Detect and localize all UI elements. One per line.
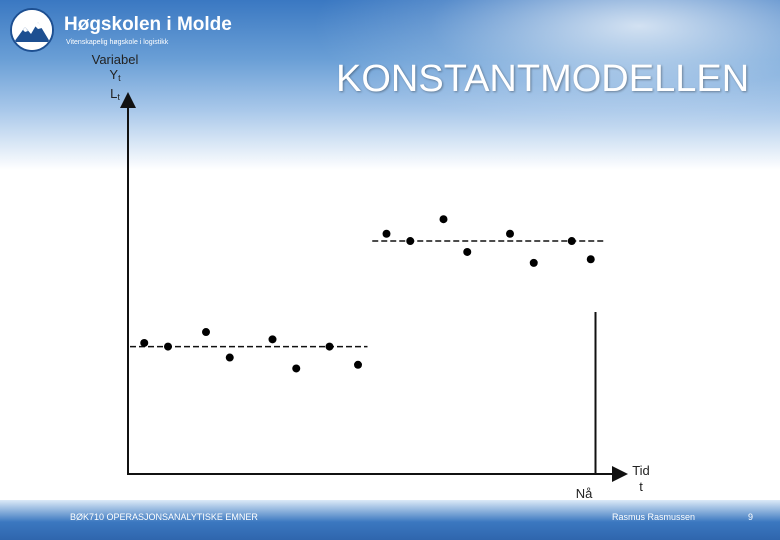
mountain-logo-icon <box>10 8 54 52</box>
y-axis-l-subscript: t <box>117 92 120 102</box>
y-axis-label-l: Lt <box>80 86 150 105</box>
data-point-2-6 <box>529 258 538 267</box>
footer-course: BØK710 OPERASJONSANALYTISKE EMNER <box>70 512 258 522</box>
logo-tagline: Vitenskapelig høgskole i logistikk <box>66 39 169 46</box>
y-axis-label-line1: Variabel <box>91 52 139 67</box>
data-point-1-8 <box>354 360 362 369</box>
data-point-2-7 <box>567 237 576 246</box>
footer-page-number: 9 <box>748 512 754 522</box>
data-point-1-3 <box>202 328 210 337</box>
data-point-1-5 <box>268 335 277 344</box>
data-point-2-8 <box>586 255 595 264</box>
data-point-2-3 <box>439 215 448 224</box>
data-point-2-4 <box>463 247 472 256</box>
slide-title: KONSTANTMODELLEN <box>336 58 750 100</box>
y-axis-label: Variabel Yt Lt <box>80 52 150 105</box>
college-logo: Høgskolen i Molde Vitenskapelig høgskole… <box>10 8 240 54</box>
data-marks <box>130 215 605 373</box>
now-label: Nå <box>575 486 593 501</box>
footer-bar <box>0 500 780 540</box>
header-cloud-decoration <box>310 0 780 130</box>
y-axis-label-y: Yt <box>80 67 150 86</box>
y-axis-y-subscript: t <box>118 73 121 83</box>
y-axis-l-letter: L <box>110 86 118 101</box>
data-point-1-1 <box>140 338 149 347</box>
x-axis-label-line1: Tid <box>632 463 650 478</box>
data-point-1-2 <box>164 342 172 351</box>
footer-author: Rasmus Rasmussen <box>612 512 696 522</box>
x-axis-label: Tid t <box>624 463 658 495</box>
logo-name: Høgskolen i Molde <box>64 14 232 35</box>
data-point-1-6 <box>292 364 301 373</box>
data-point-2-5 <box>506 229 514 238</box>
x-axis-label-line2: t <box>639 479 643 494</box>
data-point-2-2 <box>406 237 415 246</box>
y-axis-y-letter: Y <box>109 67 119 82</box>
data-point-2-1 <box>382 229 391 238</box>
data-point-1-7 <box>325 342 334 351</box>
data-point-1-4 <box>225 353 234 362</box>
